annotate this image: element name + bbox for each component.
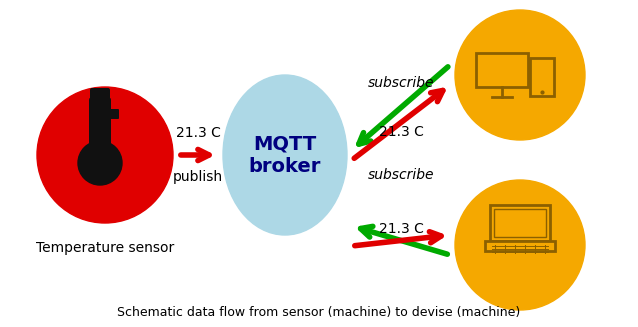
Text: 21.3 C: 21.3 C (378, 125, 424, 139)
Text: Temperature sensor: Temperature sensor (36, 241, 174, 255)
Text: subscribe: subscribe (367, 76, 434, 90)
Ellipse shape (223, 75, 347, 235)
FancyBboxPatch shape (105, 109, 119, 119)
Circle shape (37, 87, 173, 223)
Circle shape (455, 180, 585, 310)
FancyBboxPatch shape (476, 53, 528, 87)
FancyBboxPatch shape (494, 209, 546, 237)
FancyBboxPatch shape (485, 241, 555, 251)
FancyBboxPatch shape (89, 97, 111, 158)
Text: MQTT
broker: MQTT broker (249, 134, 321, 176)
Circle shape (78, 141, 122, 185)
Text: publish: publish (173, 170, 223, 184)
Text: 21.3 C: 21.3 C (175, 126, 221, 140)
Text: 21.3 C: 21.3 C (378, 222, 424, 236)
FancyBboxPatch shape (90, 88, 110, 106)
Circle shape (455, 10, 585, 140)
Text: Schematic data flow from sensor (machine) to devise (machine): Schematic data flow from sensor (machine… (117, 306, 521, 319)
Text: subscribe: subscribe (367, 168, 434, 182)
FancyBboxPatch shape (530, 58, 554, 96)
FancyBboxPatch shape (490, 205, 550, 241)
